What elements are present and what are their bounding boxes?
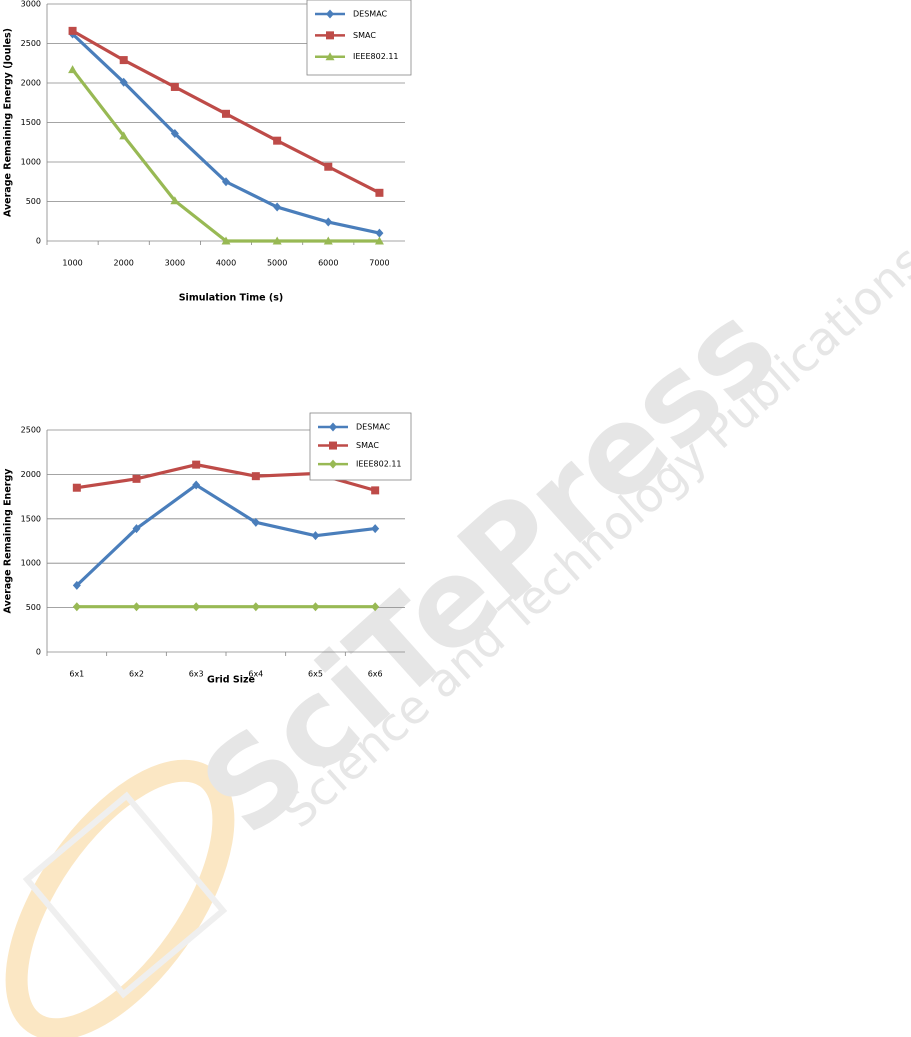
legend-box (306, 0, 412, 76)
x-tick-label: 2000 (114, 259, 134, 268)
y-tick-label: 2000 (21, 470, 41, 479)
marker (119, 56, 128, 65)
y-tick-label: 2500 (21, 39, 41, 48)
watermark-brand: SciTePress (176, 278, 802, 861)
legend-label: SMAC (356, 441, 379, 450)
marker (170, 82, 179, 91)
x-tick-label: 6x1 (69, 670, 84, 679)
marker (132, 474, 141, 483)
marker (325, 52, 335, 61)
marker (324, 162, 333, 171)
y-tick-label: 1000 (21, 559, 41, 568)
chart: 0 500 1000 1500 2000 2500 6x1 6x2 6x3 6x4 6x5 6x6 Gr… (3, 412, 412, 686)
marker (251, 517, 260, 527)
marker (170, 196, 180, 205)
marker (222, 109, 230, 118)
x-tick-label: 4000 (216, 259, 236, 268)
x-tick-label: 6x5 (308, 670, 323, 679)
marker (375, 228, 384, 238)
marker (273, 136, 282, 145)
series-line (71, 68, 380, 243)
legend-label: IEEE802.11 (353, 52, 399, 61)
legend: DESMAC SMAC IEEE802.11 (306, 0, 412, 76)
y-tick-label: 500 (26, 603, 41, 612)
marker (192, 602, 201, 612)
marker (192, 460, 201, 469)
marker (132, 602, 141, 612)
x-tick-label: 1000 (62, 259, 82, 268)
marker (72, 483, 81, 492)
watermark-logo (5, 759, 235, 1037)
y-tick-label: 500 (26, 197, 41, 206)
marker (329, 459, 337, 469)
marker (324, 217, 333, 227)
marker (326, 9, 334, 19)
marker (371, 602, 380, 612)
marker (311, 602, 320, 612)
marker (375, 188, 384, 197)
x-tick-label: 6x3 (189, 670, 204, 679)
marker (72, 580, 81, 590)
marker (374, 236, 384, 245)
legend-label: SMAC (353, 31, 376, 40)
y-tick-label: 1500 (21, 514, 41, 523)
marker (119, 77, 128, 87)
x-tick-label: 3000 (165, 259, 185, 268)
y-axis-title: Average Remaining Energy (Joules) (3, 28, 14, 217)
x-tick-label: 6x2 (129, 670, 144, 679)
legend-label: DESMAC (356, 423, 391, 432)
y-tick-label: 3000 (21, 0, 41, 9)
marker (170, 129, 179, 139)
y-tick-label: 1000 (21, 158, 41, 167)
marker (272, 236, 282, 245)
marker (222, 177, 230, 187)
marker (311, 531, 320, 541)
marker (371, 486, 380, 495)
y-tick-label: 2500 (21, 426, 41, 435)
marker (72, 602, 81, 612)
watermark-tagline: Science and Technology Publications (271, 234, 911, 838)
marker (326, 31, 334, 40)
x-axis-title: Simulation Time (s) (179, 293, 284, 304)
y-tick-label: 0 (36, 237, 41, 246)
marker (119, 131, 129, 140)
marker (192, 480, 201, 490)
watermark-logo-box (22, 791, 228, 999)
marker (251, 602, 260, 612)
marker (273, 202, 282, 212)
legend: DESMAC SMAC IEEE802.11 (309, 412, 412, 481)
marker (251, 472, 260, 481)
marker (68, 65, 78, 74)
x-axis-title: Grid Size (207, 675, 255, 686)
x-tick-label: 6000 (318, 259, 338, 268)
marker (323, 236, 333, 245)
legend-label: IEEE802.11 (356, 460, 402, 469)
watermark: SciTePress Science and Technology Public… (5, 234, 911, 1037)
y-tick-label: 0 (36, 648, 41, 657)
x-tick-label: 7000 (369, 259, 389, 268)
chart: 0 500 1000 1500 2000 2500 3000 1000 2000 3000 4000… (3, 0, 412, 304)
x-tick-label: 6x6 (368, 670, 383, 679)
marker (221, 236, 231, 245)
marker (132, 524, 141, 534)
marker (329, 441, 337, 450)
marker (371, 524, 380, 534)
x-tick-label: 5000 (267, 259, 287, 268)
marker (68, 26, 77, 35)
series-line (75, 483, 376, 587)
y-axis-title: Average Remaining Energy (3, 468, 14, 614)
legend-label: DESMAC (353, 10, 388, 19)
x-tick-label: 6x4 (248, 670, 263, 679)
y-tick-label: 1500 (21, 118, 41, 127)
marker (329, 422, 337, 432)
y-tick-label: 2000 (21, 79, 41, 88)
